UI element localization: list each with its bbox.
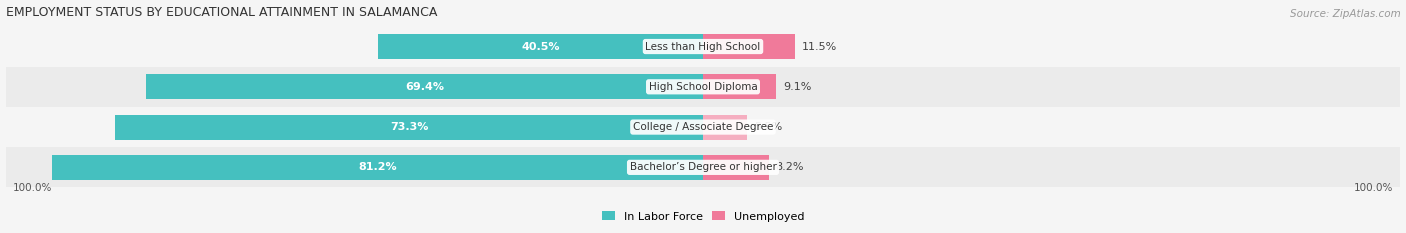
Bar — [378, 34, 703, 59]
Text: Source: ZipAtlas.com: Source: ZipAtlas.com — [1289, 9, 1400, 19]
Text: 11.5%: 11.5% — [803, 41, 838, 51]
Text: Bachelor’s Degree or higher: Bachelor’s Degree or higher — [630, 162, 776, 172]
Bar — [115, 115, 703, 140]
Text: EMPLOYMENT STATUS BY EDUCATIONAL ATTAINMENT IN SALAMANCA: EMPLOYMENT STATUS BY EDUCATIONAL ATTAINM… — [6, 6, 437, 19]
Text: 9.1%: 9.1% — [783, 82, 811, 92]
Bar — [146, 74, 703, 99]
Text: 5.5%: 5.5% — [754, 122, 782, 132]
Legend: In Labor Force, Unemployed: In Labor Force, Unemployed — [598, 207, 808, 226]
Text: 8.2%: 8.2% — [776, 162, 804, 172]
Bar — [6, 67, 1400, 107]
Text: 100.0%: 100.0% — [1354, 183, 1393, 193]
Text: 73.3%: 73.3% — [389, 122, 429, 132]
Text: College / Associate Degree: College / Associate Degree — [633, 122, 773, 132]
Text: 81.2%: 81.2% — [359, 162, 396, 172]
Bar — [6, 107, 1400, 147]
Bar — [703, 115, 747, 140]
Bar — [6, 26, 1400, 67]
Text: 100.0%: 100.0% — [13, 183, 52, 193]
Bar — [703, 34, 796, 59]
Bar — [703, 155, 769, 180]
Text: 69.4%: 69.4% — [405, 82, 444, 92]
Bar — [6, 147, 1400, 188]
Bar — [703, 74, 776, 99]
Text: Less than High School: Less than High School — [645, 41, 761, 51]
Bar — [52, 155, 703, 180]
Text: High School Diploma: High School Diploma — [648, 82, 758, 92]
Text: 40.5%: 40.5% — [522, 41, 560, 51]
